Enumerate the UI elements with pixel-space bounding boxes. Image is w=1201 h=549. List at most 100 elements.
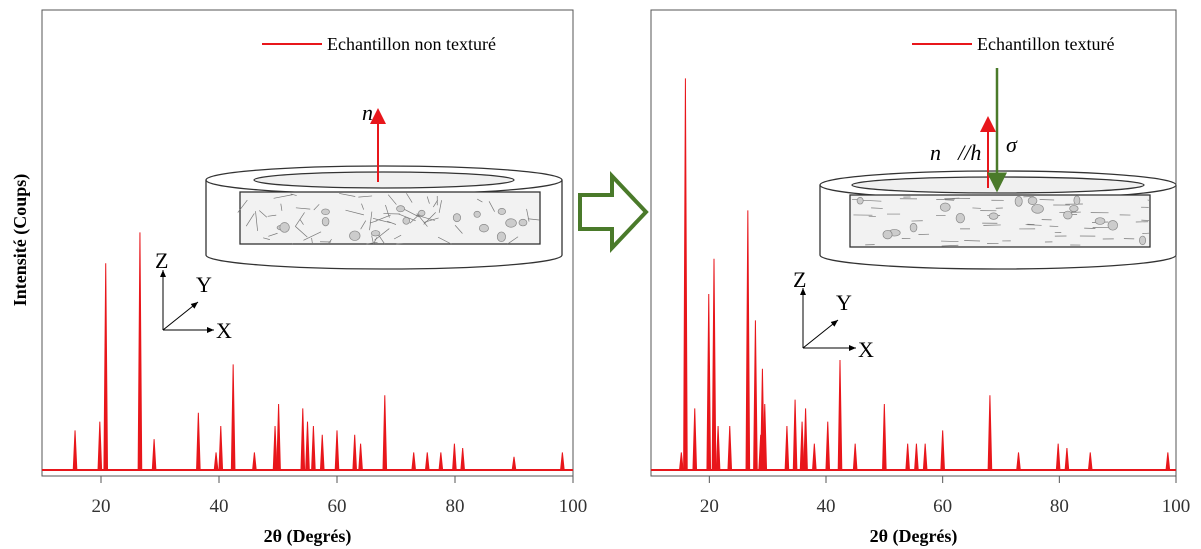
fiber bbox=[299, 219, 304, 225]
fiber bbox=[396, 243, 404, 245]
peak bbox=[560, 452, 565, 471]
particle bbox=[370, 230, 381, 237]
peak bbox=[792, 399, 798, 471]
fiber bbox=[295, 207, 311, 210]
fiber bbox=[426, 196, 430, 204]
particle bbox=[402, 216, 410, 225]
fiber bbox=[255, 211, 258, 231]
annotation: σ⃗ bbox=[1006, 132, 1034, 157]
particle bbox=[321, 208, 330, 216]
annotation: X bbox=[858, 337, 874, 362]
fiber bbox=[526, 208, 530, 222]
peak bbox=[137, 232, 143, 471]
peak bbox=[276, 403, 281, 471]
peak bbox=[940, 430, 945, 471]
particle bbox=[1139, 235, 1147, 246]
fiber bbox=[1025, 224, 1042, 226]
peak bbox=[811, 443, 817, 471]
fiber bbox=[527, 218, 540, 221]
fiber bbox=[387, 194, 397, 205]
fiber-texture bbox=[237, 193, 540, 245]
particle bbox=[955, 212, 965, 224]
particle bbox=[1014, 196, 1023, 207]
fiber bbox=[936, 198, 955, 200]
fiber bbox=[290, 193, 297, 196]
peak bbox=[97, 421, 103, 471]
peak bbox=[460, 447, 466, 471]
fiber bbox=[294, 225, 308, 238]
fiber bbox=[273, 194, 293, 199]
fiber bbox=[964, 240, 981, 242]
fiber bbox=[258, 210, 268, 218]
fiber bbox=[403, 208, 420, 218]
fiber bbox=[393, 234, 402, 240]
peak bbox=[803, 408, 808, 471]
annotation: n⃗ bbox=[362, 100, 390, 125]
fiber bbox=[476, 198, 483, 203]
fiber bbox=[237, 199, 248, 213]
fiber bbox=[372, 217, 391, 224]
fiber bbox=[263, 237, 270, 240]
particle bbox=[497, 208, 506, 215]
fiber bbox=[387, 220, 397, 225]
fiber bbox=[438, 200, 442, 213]
particle bbox=[452, 213, 461, 223]
particle bbox=[909, 222, 918, 233]
peak bbox=[711, 258, 717, 471]
fiber bbox=[941, 244, 959, 247]
fiber bbox=[437, 236, 452, 245]
peak bbox=[218, 425, 224, 471]
annotation: n⃗//h⃗ bbox=[930, 140, 998, 165]
fiber bbox=[1142, 232, 1151, 234]
particle bbox=[279, 222, 290, 233]
annotation: Z bbox=[793, 267, 806, 292]
peak bbox=[511, 456, 517, 471]
x-tick-label: 60 bbox=[328, 496, 347, 517]
transition-arrow bbox=[578, 170, 649, 254]
peak bbox=[706, 293, 712, 471]
fiber bbox=[1147, 199, 1151, 201]
peak bbox=[151, 439, 157, 471]
fiber bbox=[488, 201, 495, 212]
particle bbox=[1094, 217, 1106, 225]
peak bbox=[424, 452, 430, 471]
particle bbox=[1073, 195, 1081, 206]
peak bbox=[837, 359, 843, 471]
x-tick-label: 80 bbox=[446, 496, 465, 517]
fiber bbox=[280, 203, 283, 211]
fiber bbox=[303, 231, 322, 241]
fiber-texture bbox=[851, 195, 1151, 247]
fiber bbox=[369, 211, 373, 231]
particle bbox=[505, 218, 517, 228]
peak bbox=[311, 425, 316, 471]
peak bbox=[300, 408, 306, 471]
fiber bbox=[290, 242, 293, 245]
peak bbox=[762, 403, 768, 471]
annotation: X bbox=[216, 318, 232, 343]
x-tick-label: 100 bbox=[559, 496, 588, 517]
disk-illustration bbox=[205, 165, 563, 270]
peak bbox=[745, 210, 751, 471]
x-axis-label: 2θ (Degrés) bbox=[264, 526, 352, 547]
fiber bbox=[245, 213, 255, 227]
particle bbox=[1031, 204, 1044, 214]
annotation: Y bbox=[196, 272, 212, 297]
peak bbox=[692, 408, 698, 471]
particle bbox=[939, 202, 951, 212]
fiber bbox=[268, 232, 278, 237]
fiber bbox=[345, 209, 364, 216]
legend-label: Echantillon non texturé bbox=[327, 34, 496, 54]
fiber bbox=[358, 195, 373, 198]
fiber bbox=[415, 214, 435, 221]
x-axis-label: 2θ (Degrés) bbox=[870, 526, 958, 547]
particle bbox=[496, 231, 506, 243]
fiber bbox=[375, 214, 391, 222]
peak bbox=[1016, 452, 1021, 471]
fiber bbox=[295, 212, 305, 227]
peak bbox=[905, 443, 911, 471]
fiber bbox=[385, 204, 390, 218]
peak bbox=[678, 452, 684, 471]
fiber bbox=[454, 225, 463, 234]
peak bbox=[715, 425, 721, 471]
fiber bbox=[423, 212, 436, 225]
